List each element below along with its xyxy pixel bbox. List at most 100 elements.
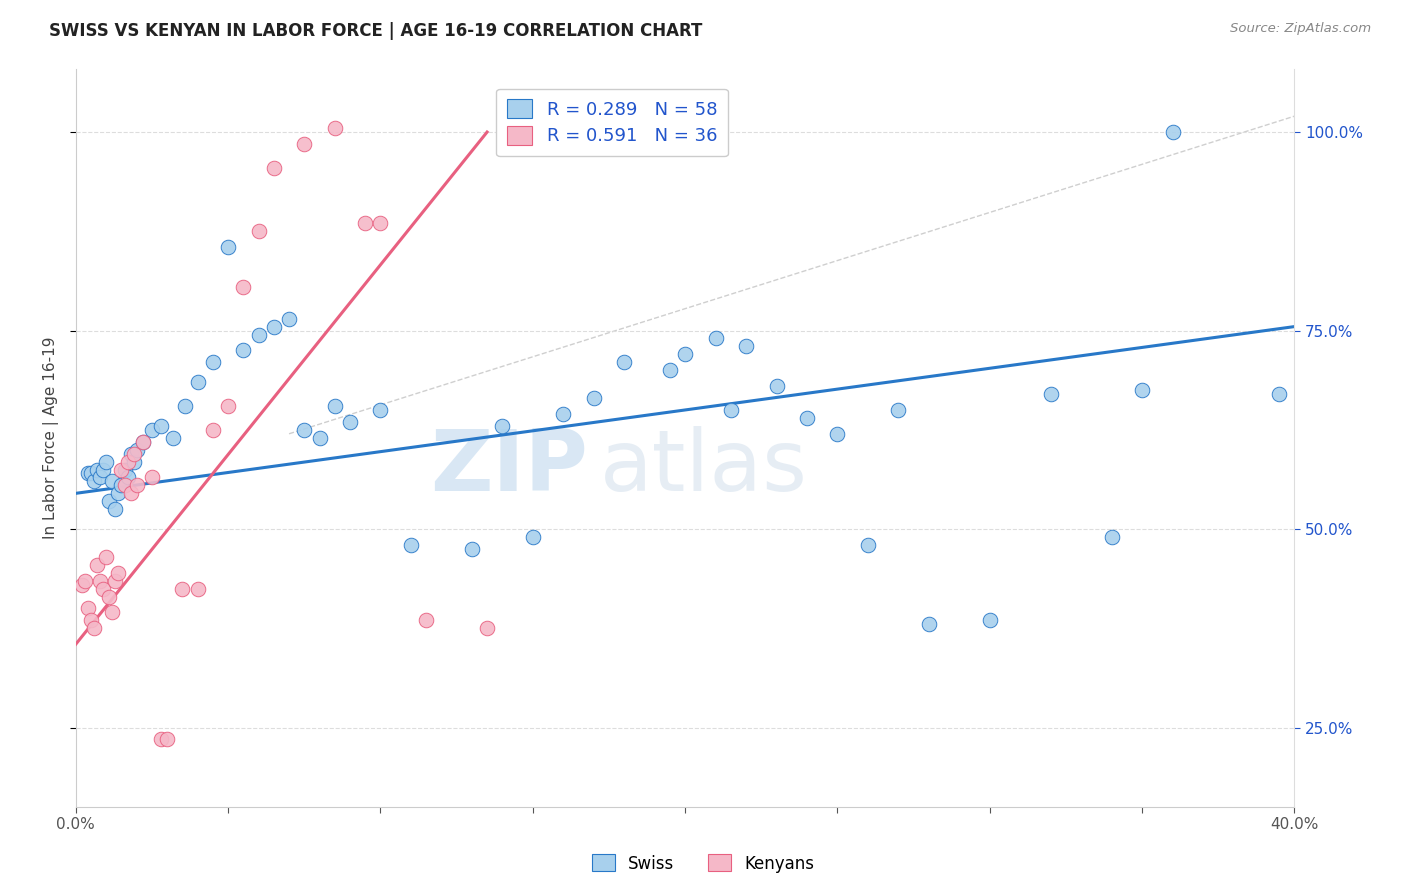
Point [232,280,254,294]
Point [101,475,124,489]
Point [125,478,148,492]
Point [187,375,209,389]
Point [323,399,346,413]
Point [96,549,118,564]
Point [522,530,544,544]
Point [132,434,155,449]
Point [122,454,145,468]
Point [174,399,197,413]
Point [91,462,114,476]
Point [73,574,96,588]
Point [292,136,315,151]
Point [89,574,111,588]
Point [979,613,1001,627]
Point [1268,387,1291,401]
Point [582,391,605,405]
Point [323,121,346,136]
Point [107,566,129,580]
Point [150,418,173,433]
Point [125,442,148,457]
Point [104,574,127,588]
Point [918,617,941,632]
Point [217,240,239,254]
Point [263,319,285,334]
Point [370,216,392,230]
Point [80,613,103,627]
Point [187,582,209,596]
Point [150,732,173,747]
Point [247,224,270,238]
Point [399,538,422,552]
Point [339,415,361,429]
Point [354,216,377,230]
Point [80,467,103,481]
Y-axis label: In Labor Force | Age 16-19: In Labor Force | Age 16-19 [44,336,59,539]
Point [201,423,224,437]
Point [278,311,301,326]
Point [553,407,575,421]
Point [887,403,910,417]
Point [122,447,145,461]
Point [172,582,194,596]
Point [89,470,111,484]
Point [110,478,132,492]
Point [86,462,108,476]
Point [1130,383,1153,397]
Point [91,582,114,596]
Point [141,423,163,437]
Point [765,379,787,393]
Point [120,447,142,461]
Point [110,462,132,476]
Point [201,355,224,369]
Point [613,355,636,369]
Text: ZIP: ZIP [430,425,588,508]
Point [475,621,498,635]
Point [292,423,315,437]
Point [83,621,105,635]
Point [673,347,696,361]
Point [98,494,121,508]
Point [735,339,758,353]
Point [232,343,254,358]
Point [370,403,392,417]
Point [117,454,139,468]
Text: SWISS VS KENYAN IN LABOR FORCE | AGE 16-19 CORRELATION CHART: SWISS VS KENYAN IN LABOR FORCE | AGE 16-… [49,22,703,40]
Legend: Swiss, Kenyans: Swiss, Kenyans [585,847,821,880]
Point [308,431,330,445]
Point [77,467,100,481]
Point [415,613,437,627]
Point [101,606,124,620]
Point [83,475,105,489]
Point [1039,387,1062,401]
Point [247,327,270,342]
Point [217,399,239,413]
Point [120,486,142,500]
Point [658,363,681,377]
Point [96,454,118,468]
Point [132,434,155,449]
Point [827,426,849,441]
Point [107,486,129,500]
Point [704,331,727,345]
Legend: R = 0.289   N = 58, R = 0.591   N = 36: R = 0.289 N = 58, R = 0.591 N = 36 [496,88,728,156]
Point [86,558,108,572]
Text: atlas: atlas [600,425,808,508]
Point [461,541,484,556]
Point [98,590,121,604]
Point [162,431,184,445]
Point [70,577,93,591]
Point [1101,530,1123,544]
Point [104,502,127,516]
Point [117,470,139,484]
Point [720,403,742,417]
Point [491,418,513,433]
Point [263,161,285,175]
Point [114,462,136,476]
Point [796,410,818,425]
Point [1161,125,1184,139]
Point [856,538,879,552]
Point [77,601,100,615]
Point [141,470,163,484]
Point [114,478,136,492]
Text: Source: ZipAtlas.com: Source: ZipAtlas.com [1230,22,1371,36]
